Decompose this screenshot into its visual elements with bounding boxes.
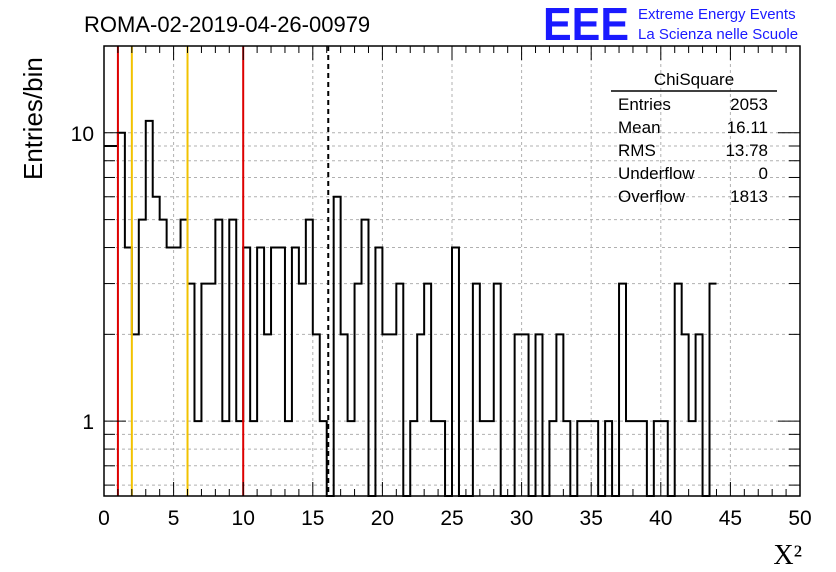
y-tick-label: 1: [82, 411, 94, 434]
x-tick-label: 10: [232, 507, 255, 530]
eee-logo-mark: EEE: [543, 0, 629, 50]
axis-ticks: 0 5 10 15 20 25 30 35 40 45 50 1 10: [71, 46, 812, 530]
y-axis-title: Entries/bin: [18, 57, 48, 180]
logo-line-2: La Scienza nelle Scuole: [638, 26, 798, 43]
stats-title: ChiSquare: [654, 70, 734, 89]
x-tick-label: 30: [510, 507, 533, 530]
x-tick-label: 5: [168, 507, 180, 530]
stats-value-rms: 13.78: [725, 141, 768, 160]
y-tick-label: 10: [71, 123, 94, 146]
x-tick-label: 40: [649, 507, 672, 530]
stats-label-overflow: Overflow: [618, 187, 686, 206]
stats-label-rms: RMS: [618, 141, 656, 160]
histogram-series: [104, 119, 717, 497]
stats-value-underflow: 0: [759, 164, 768, 183]
chart-title: ROMA-02-2019-04-26-00979: [84, 12, 370, 37]
stats-value-entries: 2053: [730, 95, 768, 114]
x-axis-title: X²: [773, 540, 802, 571]
x-tick-label: 15: [301, 507, 324, 530]
stats-label-entries: Entries: [618, 95, 671, 114]
stats-label-mean: Mean: [618, 118, 661, 137]
stats-box: ChiSquare Entries 2053 Mean 16.11 RMS 13…: [611, 70, 777, 206]
x-tick-label: 50: [788, 507, 811, 530]
x-tick-label: 35: [580, 507, 603, 530]
stats-label-underflow: Underflow: [618, 164, 695, 183]
histogram-line: [104, 119, 717, 497]
stats-value-overflow: 1813: [730, 187, 768, 206]
x-tick-label: 45: [719, 507, 742, 530]
x-tick-label: 0: [98, 507, 110, 530]
x-tick-label: 20: [371, 507, 394, 530]
logo-line-1: Extreme Energy Events: [638, 6, 796, 23]
x-tick-label: 25: [440, 507, 463, 530]
stats-value-mean: 16.11: [727, 118, 768, 137]
